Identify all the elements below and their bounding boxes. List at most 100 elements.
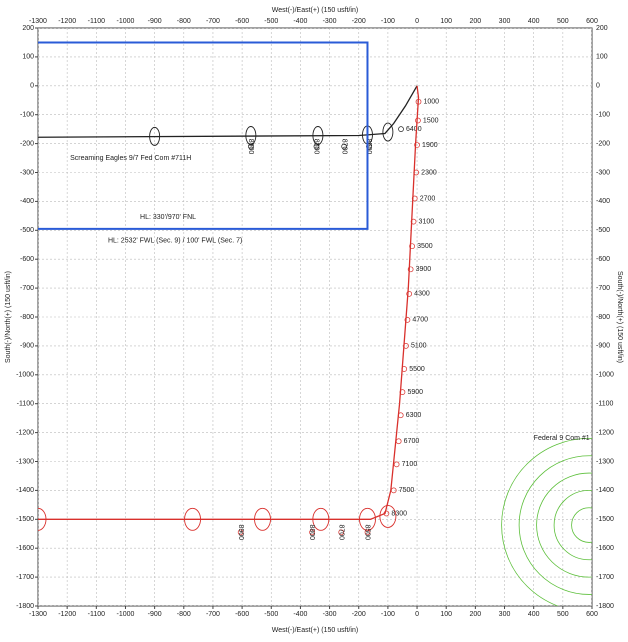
y-tick-label-right: -600: [596, 256, 610, 263]
depth-label: 8700: [337, 525, 344, 541]
depth-marker: [390, 487, 397, 494]
x-tick-label-top: -1200: [58, 18, 76, 25]
uncertainty-ellipse: [149, 126, 161, 146]
depth-label: 6400: [406, 126, 422, 133]
depth-marker: [313, 143, 320, 150]
offset-circle: [518, 455, 592, 595]
y-tick-label: -400: [20, 198, 34, 205]
uncertainty-ellipse: [382, 122, 394, 142]
x-tick-label: 0: [415, 611, 419, 618]
depth-label: 2700: [420, 195, 436, 202]
depth-label: 1900: [422, 142, 438, 149]
depth-label: 4700: [412, 317, 428, 324]
depth-label: 5100: [411, 343, 427, 350]
y-tick-label-right: -1600: [596, 545, 614, 552]
x-tick-label: -1200: [58, 611, 76, 618]
depth-marker: [414, 142, 420, 148]
depth-marker: [409, 243, 415, 250]
y-tick-label-right: -400: [596, 198, 610, 205]
y-tick-label: 0: [30, 83, 34, 90]
x-tick-label: -600: [235, 611, 249, 618]
depth-marker: [248, 143, 254, 150]
x-tick-label-top: 500: [557, 18, 569, 25]
depth-marker: [364, 529, 371, 536]
x-tick-label: -800: [177, 611, 191, 618]
x-tick-label-top: -1100: [88, 18, 105, 25]
uncertainty-ellipse: [254, 507, 271, 531]
depth-label: 8500: [364, 525, 371, 541]
x-axis-title: West(-)/East(+) (150 usft/in): [272, 627, 358, 634]
x-tick-label: -300: [323, 611, 337, 618]
x-tick-label-top: -1300: [29, 18, 47, 25]
x-tick-label-top: 100: [440, 18, 452, 25]
depth-marker: [395, 438, 402, 445]
uncertainty-ellipse: [184, 507, 201, 531]
depth-label: 2300: [421, 169, 437, 176]
depth-marker: [398, 126, 404, 132]
y-tick-label: -700: [20, 285, 34, 292]
depth-label: 8300: [391, 510, 407, 517]
x-tick-label: -1100: [88, 611, 105, 618]
annotation: HL: 2532' FWL (Sec. 9) / 100' FWL (Sec. …: [108, 237, 242, 244]
depth-marker: [406, 291, 413, 297]
y-tick-label: -500: [20, 227, 34, 234]
depth-marker: [415, 98, 422, 105]
depth-label: 6300: [406, 412, 422, 419]
offset-circle: [571, 507, 592, 543]
y-tick-label-right: -100: [596, 112, 610, 119]
y-tick-label-right: -1800: [596, 603, 614, 610]
x-tick-label-top: -800: [177, 18, 191, 25]
depth-label: 7500: [399, 487, 415, 494]
x-tick-label-top: 300: [499, 18, 511, 25]
uncertainty-ellipse: [379, 504, 397, 528]
depth-label: 5900: [407, 389, 423, 396]
y-tick-label: -1500: [16, 516, 34, 523]
y-tick-label: -600: [20, 256, 34, 263]
depth-marker: [410, 218, 417, 225]
x-tick-label: -100: [381, 611, 395, 618]
y-tick-label: -100: [20, 112, 34, 119]
depth-marker: [415, 117, 421, 124]
y-tick-label: -1800: [16, 603, 34, 610]
depth-label: 4300: [414, 291, 430, 298]
x-tick-label-top: -100: [381, 18, 395, 25]
y-tick-label: -800: [20, 314, 34, 321]
depth-marker: [309, 529, 315, 536]
y-tick-label-right: -1000: [596, 372, 614, 379]
y-tick-label-right: -1500: [596, 516, 614, 523]
y-tick-label-right: 200: [596, 25, 608, 32]
x-tick-label: -900: [148, 611, 162, 618]
y-tick-label-right: 100: [596, 54, 608, 61]
y-tick-label-right: -700: [596, 285, 610, 292]
y-tick-label-right: -1200: [596, 429, 614, 436]
depth-marker: [366, 143, 372, 150]
depth-marker: [393, 461, 400, 468]
depth-marker: [341, 143, 348, 150]
depth-label: 3900: [416, 266, 432, 273]
well-path: [38, 41, 369, 230]
x-tick-label: 200: [470, 611, 482, 618]
x-tick-label: 100: [440, 611, 452, 618]
y-tick-label: -1200: [16, 429, 34, 436]
y-tick-label: -1000: [16, 372, 34, 379]
depth-marker: [411, 195, 418, 202]
offset-circle: [536, 472, 592, 578]
x-tick-label-top: 400: [528, 18, 540, 25]
x-axis-title-top: West(-)/East(+) (150 usft/in): [272, 7, 358, 14]
x-tick-label: 300: [499, 611, 511, 618]
y-tick-label: -200: [20, 140, 34, 147]
depth-label: 8700: [340, 139, 347, 155]
depth-marker: [413, 169, 420, 176]
y-tick-label-right: -1100: [596, 401, 613, 408]
uncertainty-ellipse: [245, 126, 257, 145]
depth-marker: [383, 510, 390, 517]
uncertainty-ellipse: [38, 507, 47, 531]
well-name: Screaming Eagles 9/7 Fed Com #711H: [70, 155, 191, 162]
offset-circle: [553, 490, 592, 561]
offset-circle: [501, 438, 592, 606]
well-name: Federal 9 Com #1: [534, 435, 590, 442]
depth-label: 1000: [424, 99, 440, 106]
x-tick-label-top: 200: [470, 18, 482, 25]
